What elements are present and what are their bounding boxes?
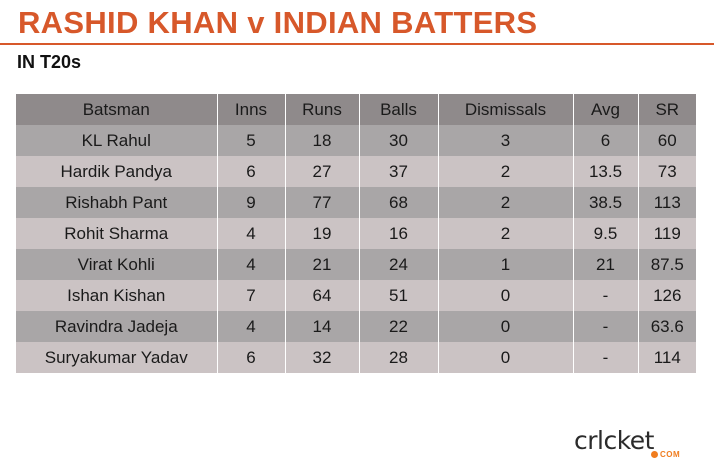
cell-inns: 7: [216, 280, 285, 311]
cell-runs: 32: [284, 342, 359, 373]
cell-batsman: KL Rahul: [16, 125, 217, 156]
cell-dismissals: 0: [437, 280, 573, 311]
cell-dismissals: 3: [437, 125, 573, 156]
cell-dismissals: 0: [437, 311, 573, 342]
page-subtitle: IN T20s: [17, 52, 82, 72]
cell-sr: 87.5: [637, 249, 696, 280]
cell-balls: 28: [358, 342, 438, 373]
cell-balls: 51: [358, 280, 438, 311]
column-header-runs: Runs: [284, 94, 359, 125]
cell-runs: 14: [284, 311, 359, 342]
cell-inns: 6: [216, 156, 285, 187]
table-row: Virat Kohli 4 21 24 1 21 87.5: [16, 249, 696, 280]
cell-runs: 64: [284, 280, 359, 311]
cell-avg: 13.5: [572, 156, 638, 187]
cell-runs: 21: [284, 249, 359, 280]
table-row: KL Rahul 5 18 30 3 6 60: [16, 125, 696, 156]
cell-batsman: Ishan Kishan: [16, 280, 217, 311]
cell-balls: 68: [358, 187, 438, 218]
cell-runs: 18: [284, 125, 359, 156]
cell-inns: 4: [216, 218, 285, 249]
cell-inns: 5: [216, 125, 285, 156]
logo-domain: COM: [660, 450, 681, 459]
cell-inns: 4: [216, 311, 285, 342]
cell-avg: 6: [572, 125, 638, 156]
cell-balls: 30: [358, 125, 438, 156]
cell-avg: 21: [572, 249, 638, 280]
cell-dismissals: 0: [437, 342, 573, 373]
table-row: Rohit Sharma 4 19 16 2 9.5 119: [16, 218, 696, 249]
cell-avg: 38.5: [572, 187, 638, 218]
column-header-sr: SR: [637, 94, 696, 125]
cell-sr: 60: [637, 125, 696, 156]
stats-table: Batsman Inns Runs Balls Dismissals Avg S…: [16, 94, 696, 373]
cell-sr: 114: [637, 342, 696, 373]
logo-wordmark: crlcket: [574, 426, 654, 455]
column-header-balls: Balls: [358, 94, 438, 125]
cell-dismissals: 2: [437, 187, 573, 218]
cell-dismissals: 1: [437, 249, 573, 280]
cell-balls: 22: [358, 311, 438, 342]
cell-sr: 126: [637, 280, 696, 311]
table-row: Hardik Pandya 6 27 37 2 13.5 73: [16, 156, 696, 187]
cell-batsman: Suryakumar Yadav: [16, 342, 217, 373]
cell-sr: 119: [637, 218, 696, 249]
logo-dot-icon: [651, 451, 658, 458]
table-header-row: Batsman Inns Runs Balls Dismissals Avg S…: [16, 94, 696, 125]
title-divider: [0, 43, 714, 45]
cell-batsman: Rohit Sharma: [16, 218, 217, 249]
cell-avg: -: [572, 311, 638, 342]
cell-avg: -: [572, 342, 638, 373]
cell-runs: 77: [284, 187, 359, 218]
column-header-dismissals: Dismissals: [437, 94, 573, 125]
cell-sr: 73: [637, 156, 696, 187]
table-row: Rishabh Pant 9 77 68 2 38.5 113: [16, 187, 696, 218]
cell-dismissals: 2: [437, 218, 573, 249]
cell-balls: 16: [358, 218, 438, 249]
cell-batsman: Virat Kohli: [16, 249, 217, 280]
cell-batsman: Rishabh Pant: [16, 187, 217, 218]
page-title: RASHID KHAN v INDIAN BATTERS: [18, 5, 538, 40]
cell-balls: 24: [358, 249, 438, 280]
cell-inns: 4: [216, 249, 285, 280]
cell-batsman: Hardik Pandya: [16, 156, 217, 187]
cell-batsman: Ravindra Jadeja: [16, 311, 217, 342]
cell-inns: 6: [216, 342, 285, 373]
cell-avg: 9.5: [572, 218, 638, 249]
cell-dismissals: 2: [437, 156, 573, 187]
cell-balls: 37: [358, 156, 438, 187]
cell-runs: 19: [284, 218, 359, 249]
table-row: Suryakumar Yadav 6 32 28 0 - 114: [16, 342, 696, 373]
cell-sr: 113: [637, 187, 696, 218]
column-header-batsman: Batsman: [16, 94, 217, 125]
table-row: Ravindra Jadeja 4 14 22 0 - 63.6: [16, 311, 696, 342]
table-row: Ishan Kishan 7 64 51 0 - 126: [16, 280, 696, 311]
cell-inns: 9: [216, 187, 285, 218]
cricket-com-logo: crlcket COM: [574, 426, 692, 460]
cell-runs: 27: [284, 156, 359, 187]
cell-sr: 63.6: [637, 311, 696, 342]
column-header-inns: Inns: [216, 94, 285, 125]
column-header-avg: Avg: [572, 94, 638, 125]
cell-avg: -: [572, 280, 638, 311]
